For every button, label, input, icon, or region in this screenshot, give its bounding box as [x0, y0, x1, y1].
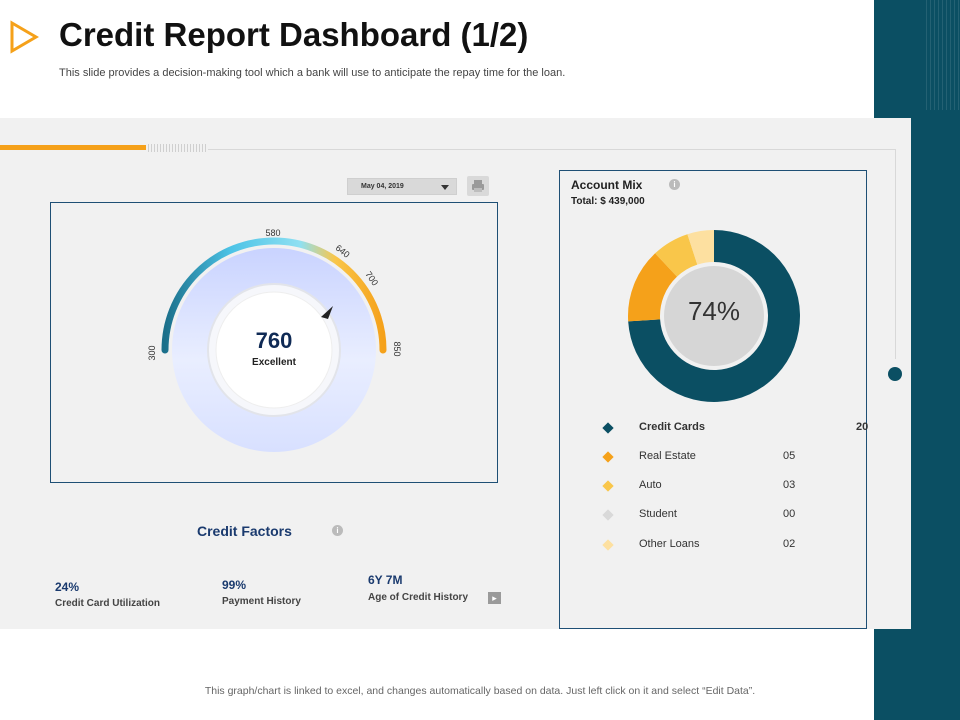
date-dropdown[interactable]: May 04, 2019	[347, 178, 457, 195]
legend-label: Auto	[639, 479, 662, 491]
account-mix-panel	[559, 170, 867, 629]
credit-score-rating: Excellent	[252, 357, 296, 368]
printer-icon	[472, 180, 484, 192]
legend-label: Other Loans	[639, 538, 700, 550]
connector-line	[895, 149, 896, 359]
stripe-pattern	[926, 0, 960, 110]
legend-value: 20	[856, 421, 869, 433]
legend-label: Student	[639, 508, 677, 520]
chevron-down-icon	[441, 185, 449, 190]
divider-line	[208, 149, 895, 150]
legend-value: 00	[783, 508, 796, 520]
gauge-inner-disc	[215, 291, 333, 409]
footer-note: This graph/chart is linked to excel, and…	[204, 685, 756, 697]
factor-age-value: 6Y 7M	[368, 573, 403, 587]
page-title: Credit Report Dashboard (1/2)	[59, 16, 529, 53]
credit-factors-title: Credit Factors	[197, 523, 292, 539]
legend-value: 03	[783, 479, 796, 491]
print-button[interactable]	[467, 176, 489, 196]
gauge-tick-700: 700	[363, 269, 380, 287]
date-value: May 04, 2019	[361, 183, 404, 190]
credit-score-value: 760	[255, 328, 293, 353]
info-icon[interactable]: i	[332, 525, 343, 536]
page-subtitle: This slide provides a decision-making to…	[59, 67, 566, 79]
account-mix-title: Account Mix	[571, 178, 643, 192]
accent-bar	[0, 145, 146, 150]
legend-label: Credit Cards	[639, 421, 706, 433]
donut-center-percent: 74%	[687, 296, 741, 326]
gauge-arc	[161, 237, 387, 354]
gauge-tick-850: 850	[392, 341, 402, 356]
legend-value: 02	[783, 538, 796, 550]
donut-slice-credit-cards	[628, 230, 800, 402]
play-arrow-icon	[10, 20, 39, 54]
gauge-tick-580: 580	[265, 228, 280, 238]
gauge-pointer	[321, 306, 333, 319]
account-mix-total: Total: $ 439,000	[571, 196, 645, 207]
info-icon[interactable]: i	[669, 179, 680, 190]
tick-decoration	[148, 144, 208, 152]
connector-dot	[888, 367, 902, 381]
factor-payment-label: Payment History	[222, 596, 301, 607]
chevron-right-icon[interactable]: ▸	[488, 592, 501, 604]
credit-score-gauge-panel	[50, 202, 498, 483]
factor-payment-value: 99%	[222, 578, 247, 592]
donut-center-disc	[664, 266, 764, 366]
donut-slice-real-estate	[628, 253, 678, 322]
factor-utilization-label: Credit Card Utilization	[55, 598, 161, 609]
legend-label: Real Estate	[639, 450, 696, 462]
account-mix-donut	[628, 230, 800, 402]
factor-utilization-value: 24%	[55, 580, 80, 594]
gauge-tick-300: 300	[147, 345, 157, 360]
legend-value: 05	[783, 450, 796, 462]
donut-slice-other-loans	[687, 230, 714, 265]
factor-age-label: Age of Credit History	[368, 592, 469, 603]
donut-slice-auto	[655, 234, 698, 277]
credit-score-gauge: 300 580 640 700 850	[147, 228, 402, 452]
